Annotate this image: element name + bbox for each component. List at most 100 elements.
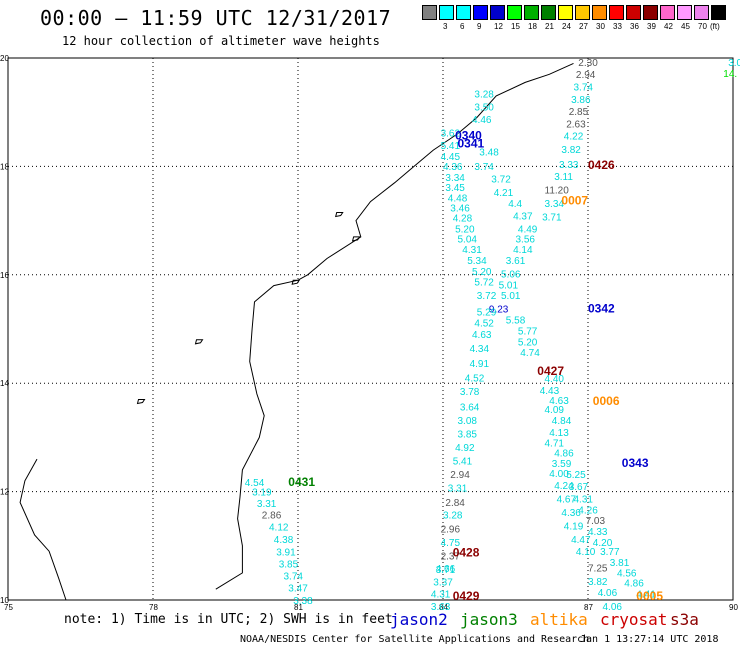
wave-height-value: 4.66 xyxy=(436,564,456,575)
wave-height-value: 2.85 xyxy=(569,107,589,118)
wave-height-value: 4.47 xyxy=(571,535,591,546)
wave-height-value: 4.52 xyxy=(474,318,494,329)
wave-height-value: 5.29 xyxy=(477,307,497,318)
wave-height-value: 4.41 xyxy=(636,589,656,600)
legend-label: 6 xyxy=(460,22,465,31)
coastline xyxy=(19,62,574,601)
wave-height-value: 4.31 xyxy=(462,245,482,256)
credit-text: NOAA/NESDIS Center for Satellite Applica… xyxy=(240,634,590,645)
lon-label: 78 xyxy=(149,603,158,610)
axis-labels: 75 78 81 84 87 90 20 18 16 14 12 10 xyxy=(0,54,738,610)
wave-height-value: 4.71 xyxy=(545,439,565,450)
wave-height-value: 4.4 xyxy=(508,199,522,210)
wave-height-value: 4.86 xyxy=(554,448,574,459)
wave-height-value: 5.01 xyxy=(499,280,519,291)
wave-height-value: 5.01 xyxy=(501,291,521,302)
wave-height-value: 5.20 xyxy=(472,267,492,278)
wave-height-value: 3.71 xyxy=(436,565,456,576)
islet-outline xyxy=(291,279,301,285)
wave-height-value: 3.37 xyxy=(433,577,453,588)
wave-height-value: 4.34 xyxy=(470,344,490,355)
wave-height-value: 2.94 xyxy=(450,470,470,481)
wave-height-value: 4.31 xyxy=(431,589,451,600)
wave-height-value: 4.19 xyxy=(564,522,584,533)
wave-height-value: 3.81 xyxy=(610,558,630,569)
legend-swatch xyxy=(439,5,454,20)
wave-height-value: 3.45 xyxy=(445,183,465,194)
wave-height-value: 3.78 xyxy=(460,387,480,398)
legend-label: 45 xyxy=(681,22,690,31)
wave-height-value: 3.0 xyxy=(728,58,740,69)
footer-note: note: 1) Time is in UTC; 2) SWH is in fe… xyxy=(64,612,393,627)
wave-height-value: 2.37 xyxy=(441,551,461,562)
map-subtitle: 12 hour collection of altimeter wave hei… xyxy=(62,34,380,48)
legend-swatch xyxy=(660,5,675,20)
wave-height-value: 4.56 xyxy=(617,569,637,580)
wave-height-value: 4.38 xyxy=(274,535,294,546)
pass-time-label: 0342 xyxy=(588,302,615,316)
lon-label: 75 xyxy=(4,603,13,610)
legend-label: 9 xyxy=(477,22,482,31)
legend-label: 27 xyxy=(579,22,588,31)
wave-height-value: 3.74 xyxy=(284,571,304,582)
legend-swatch xyxy=(575,5,590,20)
wave-height-value: 3.46 xyxy=(450,203,470,214)
islet-outline xyxy=(136,399,146,405)
wave-height-value: 3.67 xyxy=(569,482,589,493)
wave-height-value: 3.48 xyxy=(479,148,499,159)
lat-label: 20 xyxy=(0,54,9,63)
wave-height-value: 2.63 xyxy=(566,119,586,130)
wave-height-value: 4.00 xyxy=(549,469,569,480)
lon-label: 87 xyxy=(584,603,593,610)
india-east-coast xyxy=(215,62,574,590)
wave-height-value: 4.06 xyxy=(598,588,618,599)
legend-swatch xyxy=(456,5,471,20)
lon-label: 81 xyxy=(294,603,303,610)
legend-label: 42 xyxy=(664,22,673,31)
wave-height-value: 4.14 xyxy=(513,245,533,256)
wave-height-value: 3.38 xyxy=(293,596,313,607)
wave-height-value: 4.22 xyxy=(564,131,584,142)
legend-label: 24 xyxy=(562,22,571,31)
map-frame xyxy=(7,57,734,601)
wave-height-value: 3.72 xyxy=(477,291,497,302)
legend-swatch xyxy=(473,5,488,20)
wave-height-value: 4.67 xyxy=(557,494,577,505)
legend-label: 15 xyxy=(511,22,520,31)
wave-height-value: 4.91 xyxy=(470,359,490,370)
wave-height-value: 3.85 xyxy=(458,429,478,440)
generated-time: Jan 1 13:27:14 UTC 2018 xyxy=(580,634,719,645)
legend-swatch xyxy=(626,5,641,20)
legend-swatch xyxy=(677,5,692,20)
wave-height-value: 4.28 xyxy=(453,214,473,225)
wave-height-value: 2.30 xyxy=(578,58,598,69)
wave-height-value: 3.82 xyxy=(561,145,581,156)
legend-label: 30 xyxy=(596,22,605,31)
wave-height-value: 3.86 xyxy=(571,95,591,106)
wave-height-value: 3.50 xyxy=(474,103,494,114)
pass-time-label: 0340 xyxy=(455,128,482,142)
wave-height-value: 3.74 xyxy=(474,162,494,173)
pass-time-label: 0005 xyxy=(636,589,663,603)
satellite-name: s3a xyxy=(670,610,699,629)
wave-height-value: 5.34 xyxy=(467,256,487,267)
wave-height-value: 4.48 xyxy=(448,194,468,205)
wave-height-value: 5.41 xyxy=(453,457,473,468)
india-west-coast xyxy=(19,458,67,601)
wave-height-value: 4.40 xyxy=(545,374,565,385)
wave-height-value: 4.33 xyxy=(588,527,608,538)
wave-height-value: 4.74 xyxy=(520,348,540,359)
legend-swatch xyxy=(711,5,726,20)
legend-label: (ft) xyxy=(710,22,720,31)
wave-height-value: 3.72 xyxy=(491,175,511,186)
wave-height-value: 3.61 xyxy=(506,256,526,267)
pass-time-label: 0427 xyxy=(537,364,564,378)
wave-height-value: 4.46 xyxy=(472,115,492,126)
pass-time-label: 0431 xyxy=(288,475,315,489)
wave-height-value: 3.59 xyxy=(552,459,572,470)
wave-height-value: 4.37 xyxy=(513,212,533,223)
wave-height-value: 4.26 xyxy=(578,505,598,516)
wave-height-value: 5.20 xyxy=(455,225,475,236)
wave-height-value: 4.52 xyxy=(465,374,485,385)
